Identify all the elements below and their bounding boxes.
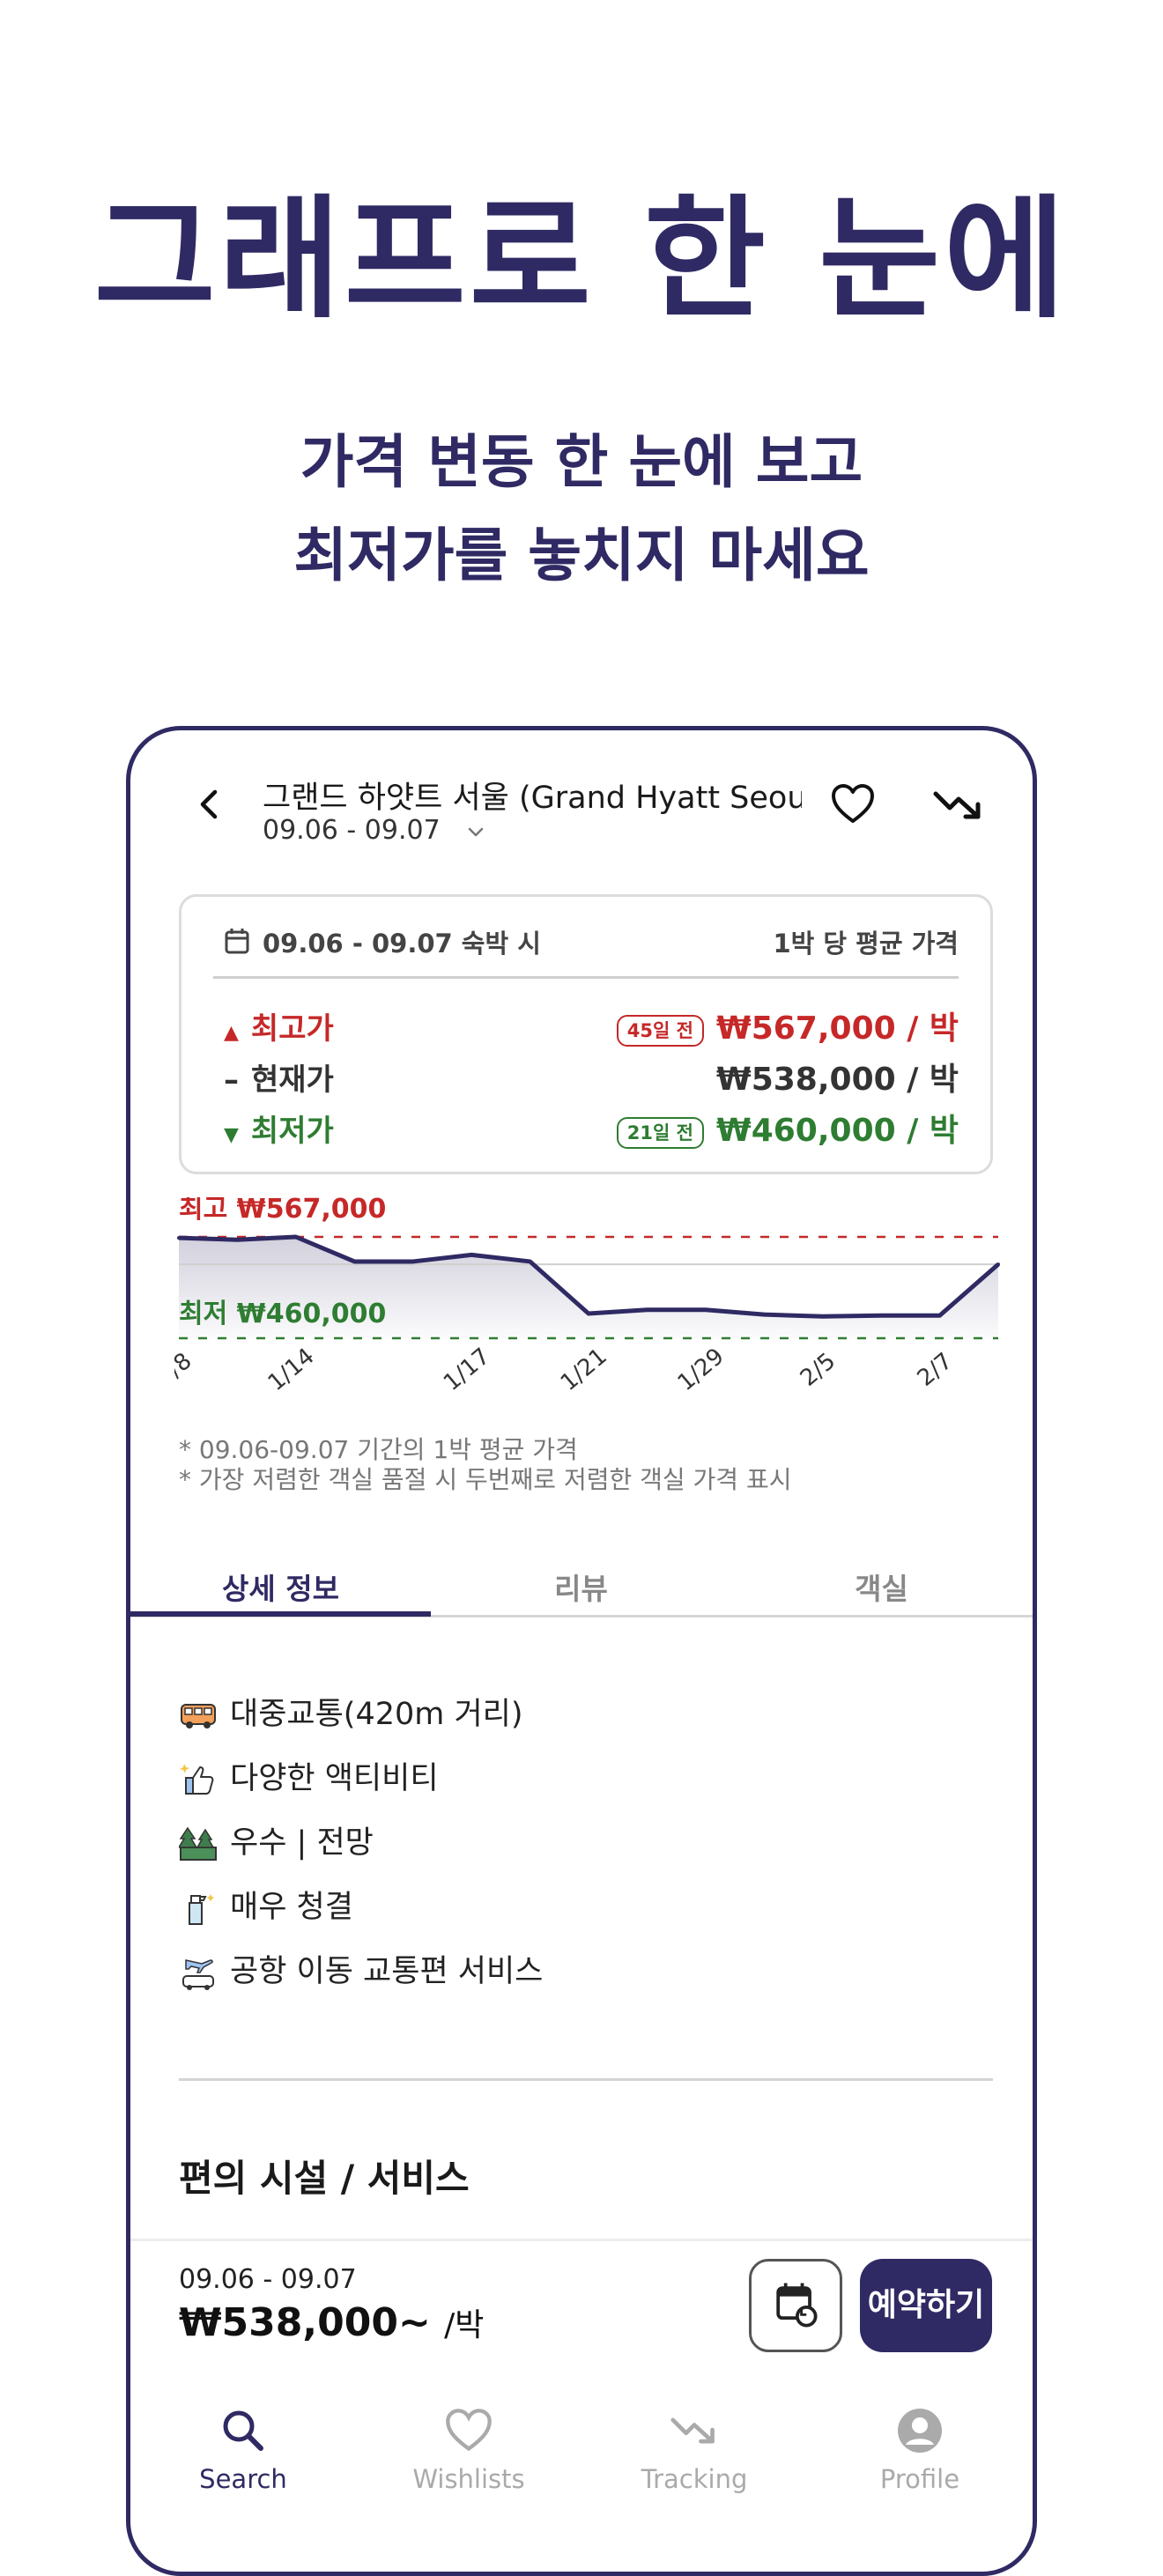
- tab-indicator: [130, 1611, 431, 1617]
- triangle-down-icon: ▼: [224, 1124, 239, 1146]
- bus-icon: [181, 1704, 216, 1728]
- x-tick-label: 1/29: [673, 1344, 730, 1397]
- price-point: [177, 1236, 181, 1240]
- card-average-label: 1박 당 평균 가격: [773, 929, 959, 959]
- amenities-section-title: 편의 시설 / 서비스: [179, 2157, 470, 2200]
- note-line-1: * 09.06-09.07 기간의 1박 평균 가격: [179, 1435, 578, 1464]
- airport-shuttle-icon: [182, 1959, 214, 1990]
- feature-item: 매우 청결: [179, 1882, 353, 1928]
- price-point: [879, 1314, 884, 1318]
- search-icon: [223, 2410, 263, 2451]
- price-summary-card: 09.06 - 09.07 숙박 시 1박 당 평균 가격 ▲ 최고가 45일 전…: [179, 894, 993, 1174]
- feature-item: 공항 이동 교통편 서비스: [179, 1946, 543, 1992]
- tab-reviews[interactable]: 리뷰: [554, 1572, 608, 1606]
- price-point: [996, 1262, 1000, 1267]
- current-price-value: ₩538,000 / 박: [715, 1062, 959, 1098]
- heart-icon: [446, 2409, 492, 2452]
- landscape-icon: [179, 1826, 217, 1861]
- hero-title: 그래프로 한 눈에: [93, 183, 1070, 337]
- tab-details[interactable]: 상세 정보: [222, 1572, 339, 1606]
- x-tick-label: 2/5: [796, 1348, 841, 1392]
- note-line-2: * 가장 저렴한 객실 품절 시 두번째로 저렴한 객실 가격 표시: [179, 1465, 792, 1494]
- min-price-badge: 21일 전: [616, 1117, 704, 1149]
- hotel-name: 그랜드 하얏트 서울 (Grand Hyatt Seoul): [263, 781, 802, 816]
- hero-subtitle: 가격 변동 한 눈에 보고 최저가를 놓치지 마세요: [0, 416, 1163, 603]
- booking-price: ₩538,000~ /박: [179, 2300, 485, 2345]
- max-price-label: ▲ 최고가: [224, 1011, 334, 1047]
- price-point: [587, 1312, 590, 1316]
- trend-down-icon[interactable]: [932, 785, 985, 825]
- min-price-value: 21일 전 ₩460,000 / 박: [616, 1105, 959, 1151]
- max-price-chart-label: 최고 ₩567,000: [179, 1197, 386, 1225]
- trend-down-icon: [670, 2417, 715, 2444]
- feature-item: 대중교통(420m 거리): [179, 1689, 523, 1735]
- price-point: [352, 1259, 357, 1263]
- heart-icon[interactable]: [830, 781, 876, 827]
- back-arrow-icon[interactable]: [192, 787, 227, 822]
- x-tick-label: 1/21: [556, 1344, 612, 1397]
- price-point: [528, 1259, 532, 1263]
- feature-item: 우수 | 전망: [179, 1817, 374, 1863]
- price-point: [235, 1238, 240, 1242]
- triangle-up-icon: ▲: [224, 1022, 239, 1044]
- x-tick-label: 2/7: [913, 1348, 958, 1392]
- tab-wishlists[interactable]: Wishlists: [356, 2406, 582, 2494]
- section-divider: [179, 2078, 993, 2081]
- card-divider: [213, 976, 959, 979]
- hero-subtitle-line1: 가격 변동 한 눈에 보고: [300, 428, 863, 496]
- booking-bar: 09.06 - 09.07 ₩538,000~ /박 예약하기: [130, 2239, 1033, 2373]
- book-button[interactable]: 예약하기: [860, 2259, 992, 2352]
- price-notes: * 09.06-09.07 기간의 1박 평균 가격 * 가장 저렴한 객실 품…: [179, 1435, 792, 1495]
- x-tick-label: 1/14: [263, 1344, 320, 1397]
- max-price-badge: 45일 전: [616, 1015, 704, 1047]
- chevron-down-icon[interactable]: [465, 822, 486, 843]
- change-dates-button[interactable]: [749, 2259, 842, 2352]
- price-point: [470, 1253, 474, 1257]
- detail-tabs: 상세 정보 리뷰 객실: [130, 1550, 1033, 1640]
- calendar-refresh-icon: [776, 2283, 818, 2328]
- card-title: 09.06 - 09.07 숙박 시: [263, 929, 541, 959]
- price-point: [645, 1307, 649, 1312]
- booking-price-unit: /박: [444, 2307, 485, 2343]
- max-price-value: 45일 전 ₩567,000 / 박: [616, 1003, 959, 1048]
- tab-rooms[interactable]: 객실: [855, 1572, 908, 1606]
- min-price-label: ▼ 최저가: [224, 1114, 334, 1149]
- calendar-icon: [225, 929, 249, 954]
- price-point: [703, 1307, 707, 1312]
- dash-icon: –: [224, 1062, 239, 1098]
- price-point: [762, 1313, 767, 1317]
- cleaning-spray-icon: [189, 1894, 215, 1925]
- price-point: [293, 1235, 298, 1239]
- min-price-chart-label: 최저 ₩460,000: [179, 1299, 386, 1329]
- price-point: [820, 1314, 825, 1319]
- feature-item: 다양한 액티비티: [179, 1753, 439, 1799]
- tab-tracking[interactable]: Tracking: [582, 2406, 807, 2494]
- tab-profile[interactable]: Profile: [807, 2406, 1033, 2494]
- price-point: [411, 1259, 415, 1263]
- current-price-label: – 현재가: [224, 1062, 334, 1098]
- x-tick-label: 1/17: [439, 1344, 495, 1397]
- date-range[interactable]: 09.06 - 09.07: [263, 815, 441, 846]
- price-history-chart: 최고 ₩567,000 최저 ₩460,000 1/8 1/14 1/17 1/21 1/2…: [174, 1197, 1000, 1397]
- hero-subtitle-line2: 최저가를 놓치지 마세요: [293, 522, 870, 589]
- tab-search[interactable]: Search: [130, 2406, 356, 2494]
- x-tick-label: 1/8: [174, 1348, 197, 1392]
- booking-dates: 09.06 - 09.07: [179, 2264, 357, 2295]
- price-point: [937, 1314, 942, 1318]
- tab-rule: [130, 1615, 1033, 1617]
- profile-icon: [898, 2409, 942, 2453]
- thumbs-up-icon: [180, 1764, 214, 1795]
- phone-mockup: 그랜드 하얏트 서울 (Grand Hyatt Seoul) 09.06 - 0…: [126, 726, 1037, 2576]
- bottom-tab-bar: Search Wishlists Tracking Profile: [130, 2371, 1033, 2512]
